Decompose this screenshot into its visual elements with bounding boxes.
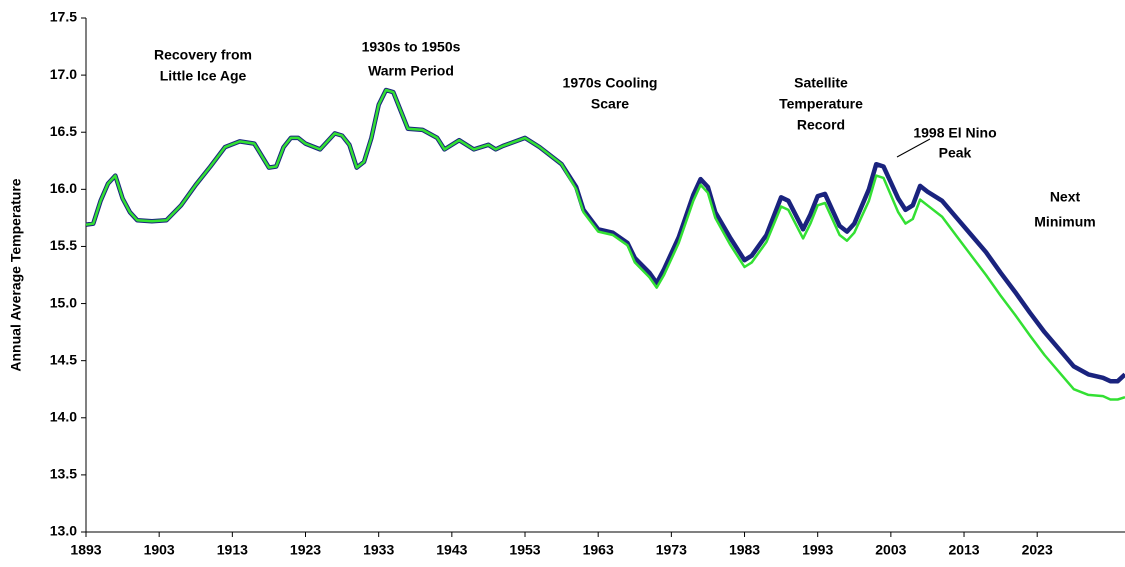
y-tick-label: 13.5 [50,466,77,482]
y-tick-label: 17.0 [50,66,77,82]
y-tick-label: 15.0 [50,294,77,310]
annotation: Minimum [1034,214,1095,230]
annotation: 1998 El Nino [913,125,996,141]
y-tick-label: 14.5 [50,351,77,367]
x-tick-label: 1993 [802,542,833,558]
y-tick-label: 15.5 [50,237,77,253]
y-tick-label: 16.0 [50,180,77,196]
y-axis-label: Annual Average Temperature [8,178,24,371]
annotation: Peak [939,145,972,161]
annotation-arrow [896,138,931,158]
x-tick-label: 1893 [70,542,101,558]
x-tick-label: 1933 [363,542,394,558]
annotation: Satellite [794,75,848,91]
x-tick-label: 1963 [583,542,614,558]
y-tick-label: 17.5 [50,9,77,25]
x-tick-label: 1923 [290,542,321,558]
y-tick-label: 16.5 [50,123,77,139]
series-line [85,88,1125,401]
annotation: 1930s to 1950s [362,39,461,55]
x-tick-label: 2013 [948,542,979,558]
y-tick-label: 13.0 [50,523,77,539]
annotation: Temperature [779,96,863,112]
x-tick-label: 1973 [656,542,687,558]
x-tick-label: 2003 [875,542,906,558]
y-tick-label: 14.0 [50,408,77,424]
annotation: Record [797,117,845,133]
x-tick-label: 1913 [217,542,248,558]
annotation: Next [1050,189,1081,205]
x-tick-label: 1903 [144,542,175,558]
x-tick-label: 1983 [729,542,760,558]
annotation: 1970s Cooling [563,75,658,91]
annotation: Recovery from [154,47,252,63]
annotation: Warm Period [368,63,454,79]
annotation: Little Ice Age [160,68,247,84]
x-tick-label: 1953 [509,542,540,558]
annotation: Scare [591,96,629,112]
x-tick-label: 2023 [1022,542,1053,558]
x-tick-label: 1943 [436,542,467,558]
